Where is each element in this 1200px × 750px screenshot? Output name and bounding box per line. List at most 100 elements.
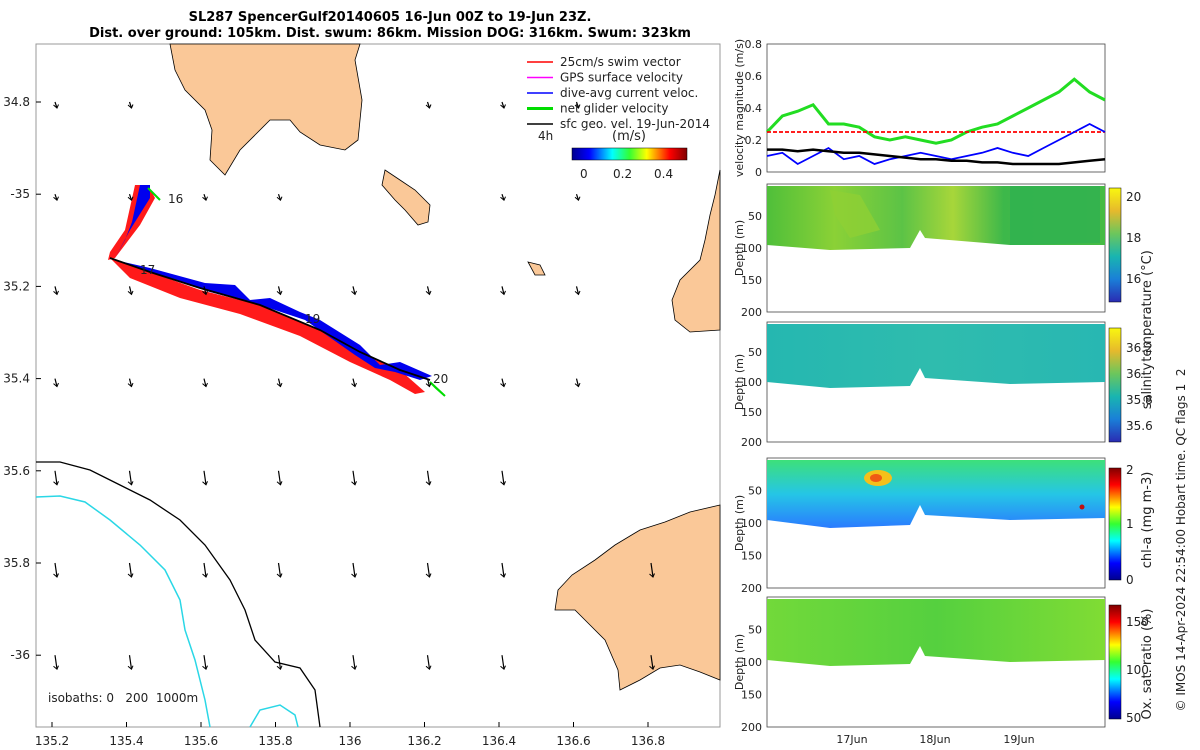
sfc-vel-arrow (501, 101, 505, 109)
colorbar-ticks: 20 18 16 36.2 36 35.8 35.6 2 1 0 150 100 50 (1126, 190, 1153, 725)
chlorophyll-outlier (1079, 504, 1085, 510)
sfc-vel-arrowhead (500, 665, 506, 671)
map-y-tick-label: -35 (10, 187, 30, 201)
map-x-tick-label: 136.8 (631, 734, 665, 748)
depth-tick: 50 (748, 624, 762, 637)
colorbar-tick-0.4: 0.4 (654, 167, 673, 181)
velocity-y-tick: 0.4 (745, 102, 763, 115)
land-kangaroo-island (554, 504, 721, 691)
map-y-ticks: 34.8 -35 35.2 35.4 35.6 35.8 -36 (3, 95, 41, 662)
sfc-vel-arrow (277, 286, 282, 295)
chlorophyll-field (767, 460, 1105, 528)
velocity-series (765, 77, 1106, 166)
sfc-vel-arrowhead (351, 665, 357, 671)
swim-vector-band-2 (110, 258, 425, 394)
sfc-vel-arrow (277, 378, 282, 387)
sfc-vel-arrowhead (425, 382, 432, 388)
sfc-vel-arrow (426, 470, 431, 485)
sfc-vel-arrow (203, 194, 207, 201)
depth-tick: 100 (741, 517, 762, 530)
sfc-vel-arrow (501, 562, 505, 578)
date-tick-label: 19Jun (1003, 733, 1034, 746)
map-legend: 25cm/s swim vector GPS surface velocitydi… (527, 55, 710, 181)
current-band-1 (115, 185, 150, 258)
sfc-vel-arrowhead (500, 382, 506, 388)
sfc-vel-arrow (277, 470, 282, 485)
sfc-vel-arrowhead (351, 573, 357, 578)
colorbar-tick: 35.6 (1126, 419, 1153, 433)
temperature-colorbar (1108, 187, 1122, 303)
colorbar-tick-0.2: 0.2 (613, 167, 632, 181)
depth-tick: 100 (741, 656, 762, 669)
sfc-vel-arrow (54, 378, 58, 387)
current-band-2 (115, 260, 432, 380)
salinity-colorbar (1108, 327, 1122, 443)
map-panel: 16 17 19 20 135.2 135.4 135.6 135.8 136 136.2… (3, 43, 721, 748)
sfc-vel-arrowhead (127, 665, 134, 671)
velocity-line (765, 77, 1106, 145)
surface-velocity-arrows (53, 101, 655, 671)
colorbar-unit: (m/s) (612, 129, 646, 144)
sfc-vel-arrow (426, 655, 431, 670)
sfc-vel-arrowhead (276, 481, 283, 486)
sfc-vel-arrowhead (425, 290, 432, 296)
velocity-y-tick: 0.8 (745, 38, 763, 51)
sfc-vel-arrowhead (574, 196, 581, 202)
sfc-vel-arrow (203, 470, 207, 485)
net-velocity-start (147, 187, 161, 201)
sfc-vel-arrowhead (127, 290, 134, 296)
depth-tick: 150 (741, 550, 762, 563)
map-x-ticks: 135.2 135.4 135.6 135.8 136 136.2 136.4 136.6 13… (35, 722, 665, 748)
depth-tick: 150 (741, 274, 762, 287)
sfc-vel-arrowhead (53, 290, 59, 296)
depth-tick: 50 (748, 485, 762, 498)
sfc-vel-arrowhead (574, 104, 581, 109)
sfc-vel-arrow (575, 286, 580, 295)
sfc-vel-arrowhead (202, 196, 208, 202)
sfc-vel-arrowhead (53, 481, 59, 486)
isobaths-label: isobaths: 0 200 1000m (48, 691, 198, 705)
depth-tick: 200 (741, 306, 762, 319)
chart-title-line2: Dist. over ground: 105km. Dist. swum: 86… (89, 26, 691, 41)
sfc-vel-arrowhead (53, 665, 59, 671)
sfc-vel-arrow (352, 378, 356, 387)
date-tick-label: 17Jun (836, 733, 867, 746)
land-fleurieu (671, 169, 721, 333)
map-x-tick-label: 135.8 (258, 734, 292, 748)
sfc-vel-arrowhead (351, 290, 357, 296)
chlorophyll-panel (766, 457, 1122, 589)
legend-entry: sfc geo. vel. 19-Jun-2014 (560, 117, 710, 131)
day-label-17: 17 (140, 263, 155, 277)
salinity-cb-label: salinity (1140, 362, 1155, 409)
depth-tick: 150 (741, 689, 762, 702)
sfc-vel-arrowhead (574, 290, 581, 296)
colorbar-tick: 1 (1126, 517, 1134, 531)
map-x-tick-label: 136.2 (407, 734, 441, 748)
colorbar-tick: 50 (1126, 711, 1141, 725)
velocity-line (767, 148, 1106, 166)
sfc-vel-arrow (54, 286, 58, 295)
sfc-vel-arrow (128, 470, 133, 485)
day-label-19: 19 (305, 312, 320, 326)
sfc-vel-arrow (203, 655, 207, 670)
colorbar-tick: 36 (1126, 367, 1141, 381)
map-colorbar (571, 147, 688, 161)
sfc-vel-arrowhead (425, 573, 432, 578)
depth-ylabel: Depth (m) (733, 634, 746, 690)
sfc-vel-arrowhead (53, 196, 59, 202)
sfc-vel-arrowhead (127, 481, 134, 486)
sfc-vel-arrow (203, 286, 207, 295)
sfc-vel-arrow (128, 101, 133, 109)
sfc-vel-arrow (128, 655, 133, 670)
velocity-panel: 0.8 0.6 0.4 0.2 0 velocity magnitude (m/s) (733, 38, 1106, 179)
legend-entry: dive-avg current veloc. (560, 86, 698, 100)
sfc-vel-arrow (352, 470, 356, 485)
depth-tick: 100 (741, 242, 762, 255)
sfc-vel-arrowhead (202, 573, 208, 578)
sfc-vel-arrowhead (53, 573, 59, 578)
sfc-vel-arrow (128, 378, 133, 387)
legend-entry: 25cm/s swim vector (560, 55, 681, 69)
depth-tick: 100 (741, 376, 762, 389)
sfc-vel-arrow (352, 562, 356, 578)
